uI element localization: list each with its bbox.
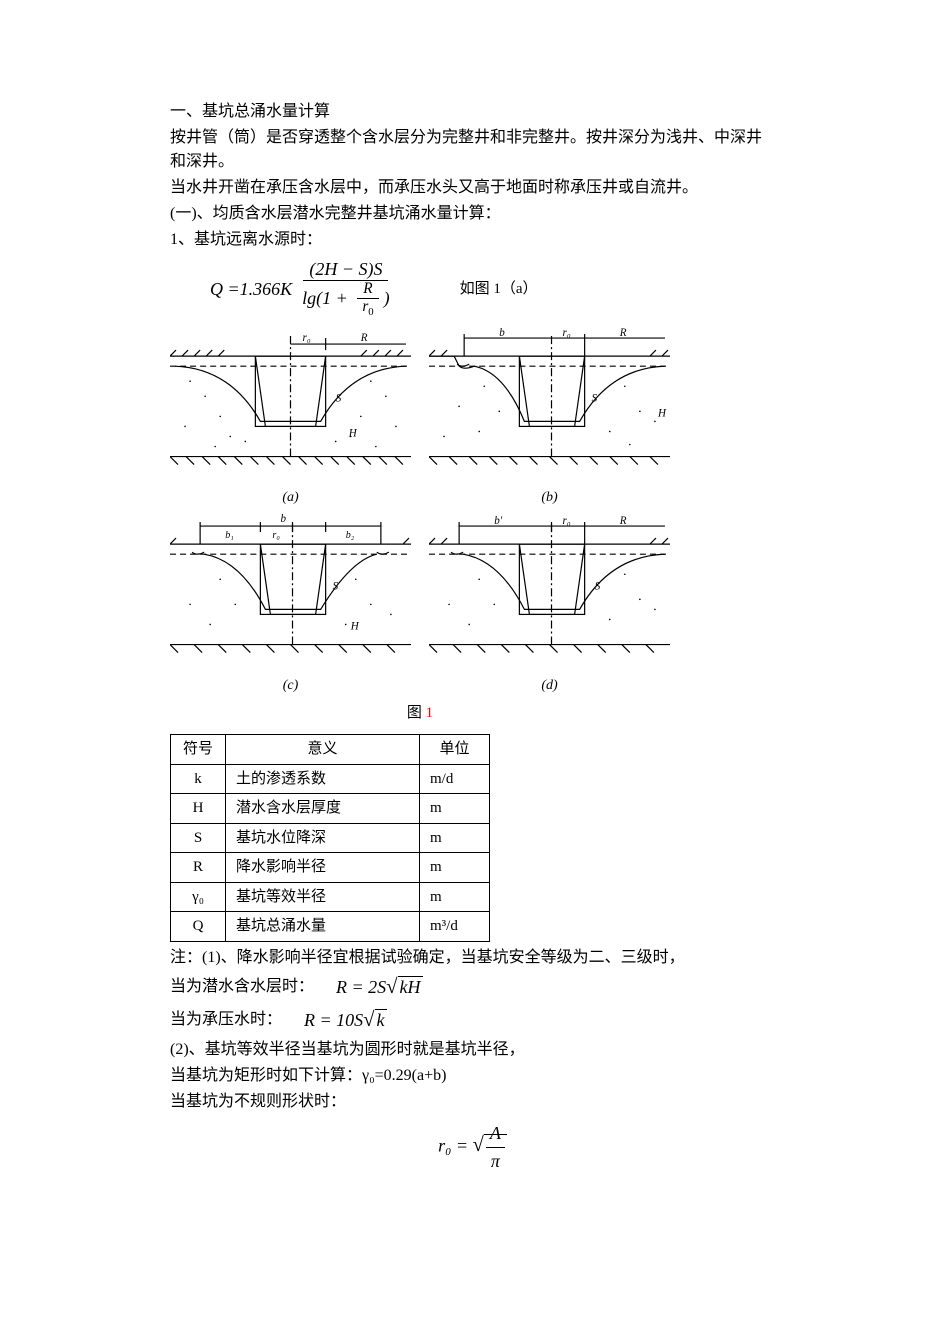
case-1: 1、基坑远离水源时： — [170, 228, 775, 252]
intro-line-2: 当水井开凿在承压含水层中，而承压水头又高于地面时称承压井或自流井。 — [170, 176, 775, 200]
svg-text:b₂: b₂ — [346, 530, 355, 541]
table-cell: m³/d — [420, 912, 490, 942]
figure-d: b′ r₀ R S (d) — [429, 514, 670, 696]
figure-a: r₀ R S H (a) — [170, 326, 411, 508]
table-row: k土的渗透系数m/d — [171, 764, 490, 794]
table-row: S基坑水位降深m — [171, 823, 490, 853]
table-row: H潜水含水层厚度m — [171, 794, 490, 824]
figure-caption: 图 1 — [170, 702, 670, 725]
table-cell: m — [420, 823, 490, 853]
intro-line-1: 按井管（筒）是否穿透整个含水层分为完整井和非完整井。按井深分为浅井、中深井和深井… — [170, 126, 775, 174]
table-cell: R — [171, 853, 226, 883]
diagram-b-icon: b r₀ R S H — [429, 326, 670, 477]
table-cell: H — [171, 794, 226, 824]
formula-k: K — [280, 276, 292, 303]
diagram-d-icon: b′ r₀ R S — [429, 514, 670, 665]
formula-R-confined: R = 10Sk — [304, 1010, 387, 1030]
svg-text:r₀: r₀ — [303, 332, 311, 344]
table-cell: 基坑等效半径 — [226, 882, 420, 912]
table-cell: 基坑水位降深 — [226, 823, 420, 853]
note-1a: 当为潜水含水层时： R = 2SkH — [170, 972, 775, 1003]
table-cell: k — [171, 764, 226, 794]
svg-text:b: b — [280, 514, 286, 525]
formula-numerator: (2H − S)S — [303, 260, 388, 281]
table-cell: m/d — [420, 764, 490, 794]
table-cell: 基坑总涌水量 — [226, 912, 420, 942]
subsection-1: (一)、均质含水层潜水完整井基坑涌水量计算： — [170, 202, 775, 226]
svg-text:r₀: r₀ — [563, 327, 571, 339]
table-cell: γ₀ — [171, 882, 226, 912]
svg-text:H: H — [350, 621, 360, 633]
svg-text:H: H — [348, 428, 358, 440]
figure-a-label: (a) — [170, 487, 411, 508]
svg-text:S: S — [592, 393, 598, 405]
table-cell: 土的渗透系数 — [226, 764, 420, 794]
table-row: Q基坑总涌水量m³/d — [171, 912, 490, 942]
table-cell: Q — [171, 912, 226, 942]
table-cell: m — [420, 882, 490, 912]
table-cell: m — [420, 794, 490, 824]
svg-text:S: S — [333, 580, 339, 592]
figure-d-label: (d) — [429, 675, 670, 696]
table-header: 符号 — [171, 735, 226, 765]
svg-text:H: H — [657, 408, 667, 420]
svg-text:S: S — [595, 580, 601, 592]
table-header: 意义 — [226, 735, 420, 765]
table-cell: S — [171, 823, 226, 853]
svg-text:r₀: r₀ — [272, 530, 280, 541]
svg-text:R: R — [360, 332, 368, 344]
formula-1-note: 如图 1（a） — [460, 278, 538, 301]
svg-text:b: b — [499, 327, 505, 339]
table-row: γ₀基坑等效半径m — [171, 882, 490, 912]
formula-R-phreatic: R = 2SkH — [336, 977, 423, 997]
symbol-table: 符号 意义 单位 k土的渗透系数m/dH潜水含水层厚度mS基坑水位降深mR降水影… — [170, 734, 490, 942]
table-cell: m — [420, 853, 490, 883]
svg-text:R: R — [619, 327, 627, 339]
note-2: (2)、基坑等效半径当基坑为圆形时就是基坑半径， — [170, 1038, 775, 1062]
note-2b: 当基坑为不规则形状时： — [170, 1090, 775, 1114]
formula-lhs: Q = — [210, 276, 240, 303]
note-2a: 当基坑为矩形时如下计算：γ₀=0.29(a+b) — [170, 1064, 775, 1088]
figure-grid: r₀ R S H (a) — [170, 326, 670, 724]
svg-text:S: S — [336, 393, 342, 405]
table-cell: 潜水含水层厚度 — [226, 794, 420, 824]
table-header-row: 符号 意义 单位 — [171, 735, 490, 765]
figure-b: b r₀ R S H (b) — [429, 326, 670, 508]
svg-text:r₀: r₀ — [563, 515, 571, 527]
note-1: 注：(1)、降水影响半径宜根据试验确定，当基坑安全等级为二、三级时， — [170, 946, 775, 970]
formula-denominator: lg(1 + R r0 ) — [296, 281, 395, 319]
formula-coef: 1.366 — [240, 276, 281, 303]
diagram-a-icon: r₀ R S H — [170, 326, 411, 477]
formula-1: Q = 1.366 K (2H − S)S lg(1 + R r0 ) 如图 1… — [210, 260, 775, 318]
svg-text:R: R — [619, 515, 627, 527]
table-row: R降水影响半径m — [171, 853, 490, 883]
figure-c-label: (c) — [170, 675, 411, 696]
table-header: 单位 — [420, 735, 490, 765]
section-title: 一、基坑总涌水量计算 — [170, 100, 775, 124]
note-1b: 当为承压水时： R = 10Sk — [170, 1005, 775, 1036]
formula-fraction: (2H − S)S lg(1 + R r0 ) — [296, 260, 395, 318]
svg-text:b′: b′ — [494, 515, 503, 527]
diagram-c-icon: b b₁ r₀ b₂ S H — [170, 514, 411, 665]
table-cell: 降水影响半径 — [226, 853, 420, 883]
figure-c: b b₁ r₀ b₂ S H (c) — [170, 514, 411, 696]
svg-text:b₁: b₁ — [225, 530, 234, 541]
formula-r0-irregular: r₀ = Aπ — [170, 1120, 775, 1175]
figure-b-label: (b) — [429, 487, 670, 508]
